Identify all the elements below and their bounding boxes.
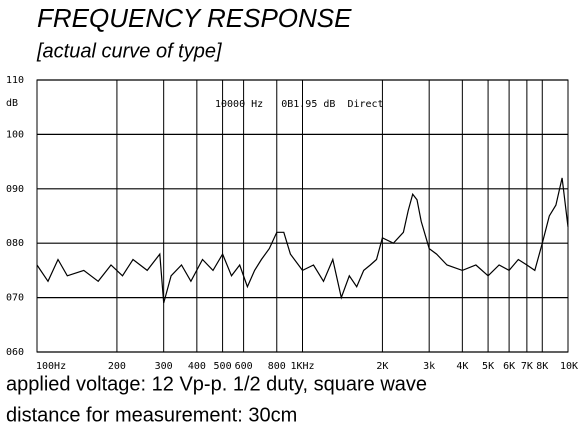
x-tick-label: 500 [214,361,232,372]
note: distance for measurement: 30cm [6,404,297,426]
x-tick-label: 6K [503,361,515,372]
x-tick-label: 400 [188,361,206,372]
x-tick-label: 800 [268,361,286,372]
x-tick-label: 4K [456,361,468,372]
chart-subtitle: [actual curve of type] [36,40,222,62]
x-tick-label: 2K [376,361,388,372]
x-tick-label: 200 [108,361,126,372]
note: applied voltage: 12 Vp-p. 1/2 duty, squa… [6,373,427,395]
x-tick-label: 8K [536,361,548,372]
y-tick-label: 070 [6,293,24,304]
y-tick-label: 100 [6,129,24,140]
x-tick-label: 10K [560,361,578,372]
y-tick-label: 080 [6,238,24,249]
x-tick-label: 3k [423,361,435,372]
y-tick-label: 110 [6,75,24,86]
x-tick-label: 100Hz [36,361,66,372]
x-tick-label: 600 [235,361,253,372]
response-curve [36,177,569,304]
x-tick-label: 5K [482,361,494,372]
x-tick-label: 300 [155,361,173,372]
x-tick-label: 7K [521,361,533,372]
annotation: 10000 Hz 0B1.95 dB Direct [215,99,384,110]
y-tick-label: 090 [6,184,24,195]
x-tick-label: 1KHz [290,361,314,372]
y-tick-label: 060 [6,347,24,358]
y-unit: dB [6,98,18,109]
chart-title: FREQUENCY RESPONSE [37,3,352,33]
